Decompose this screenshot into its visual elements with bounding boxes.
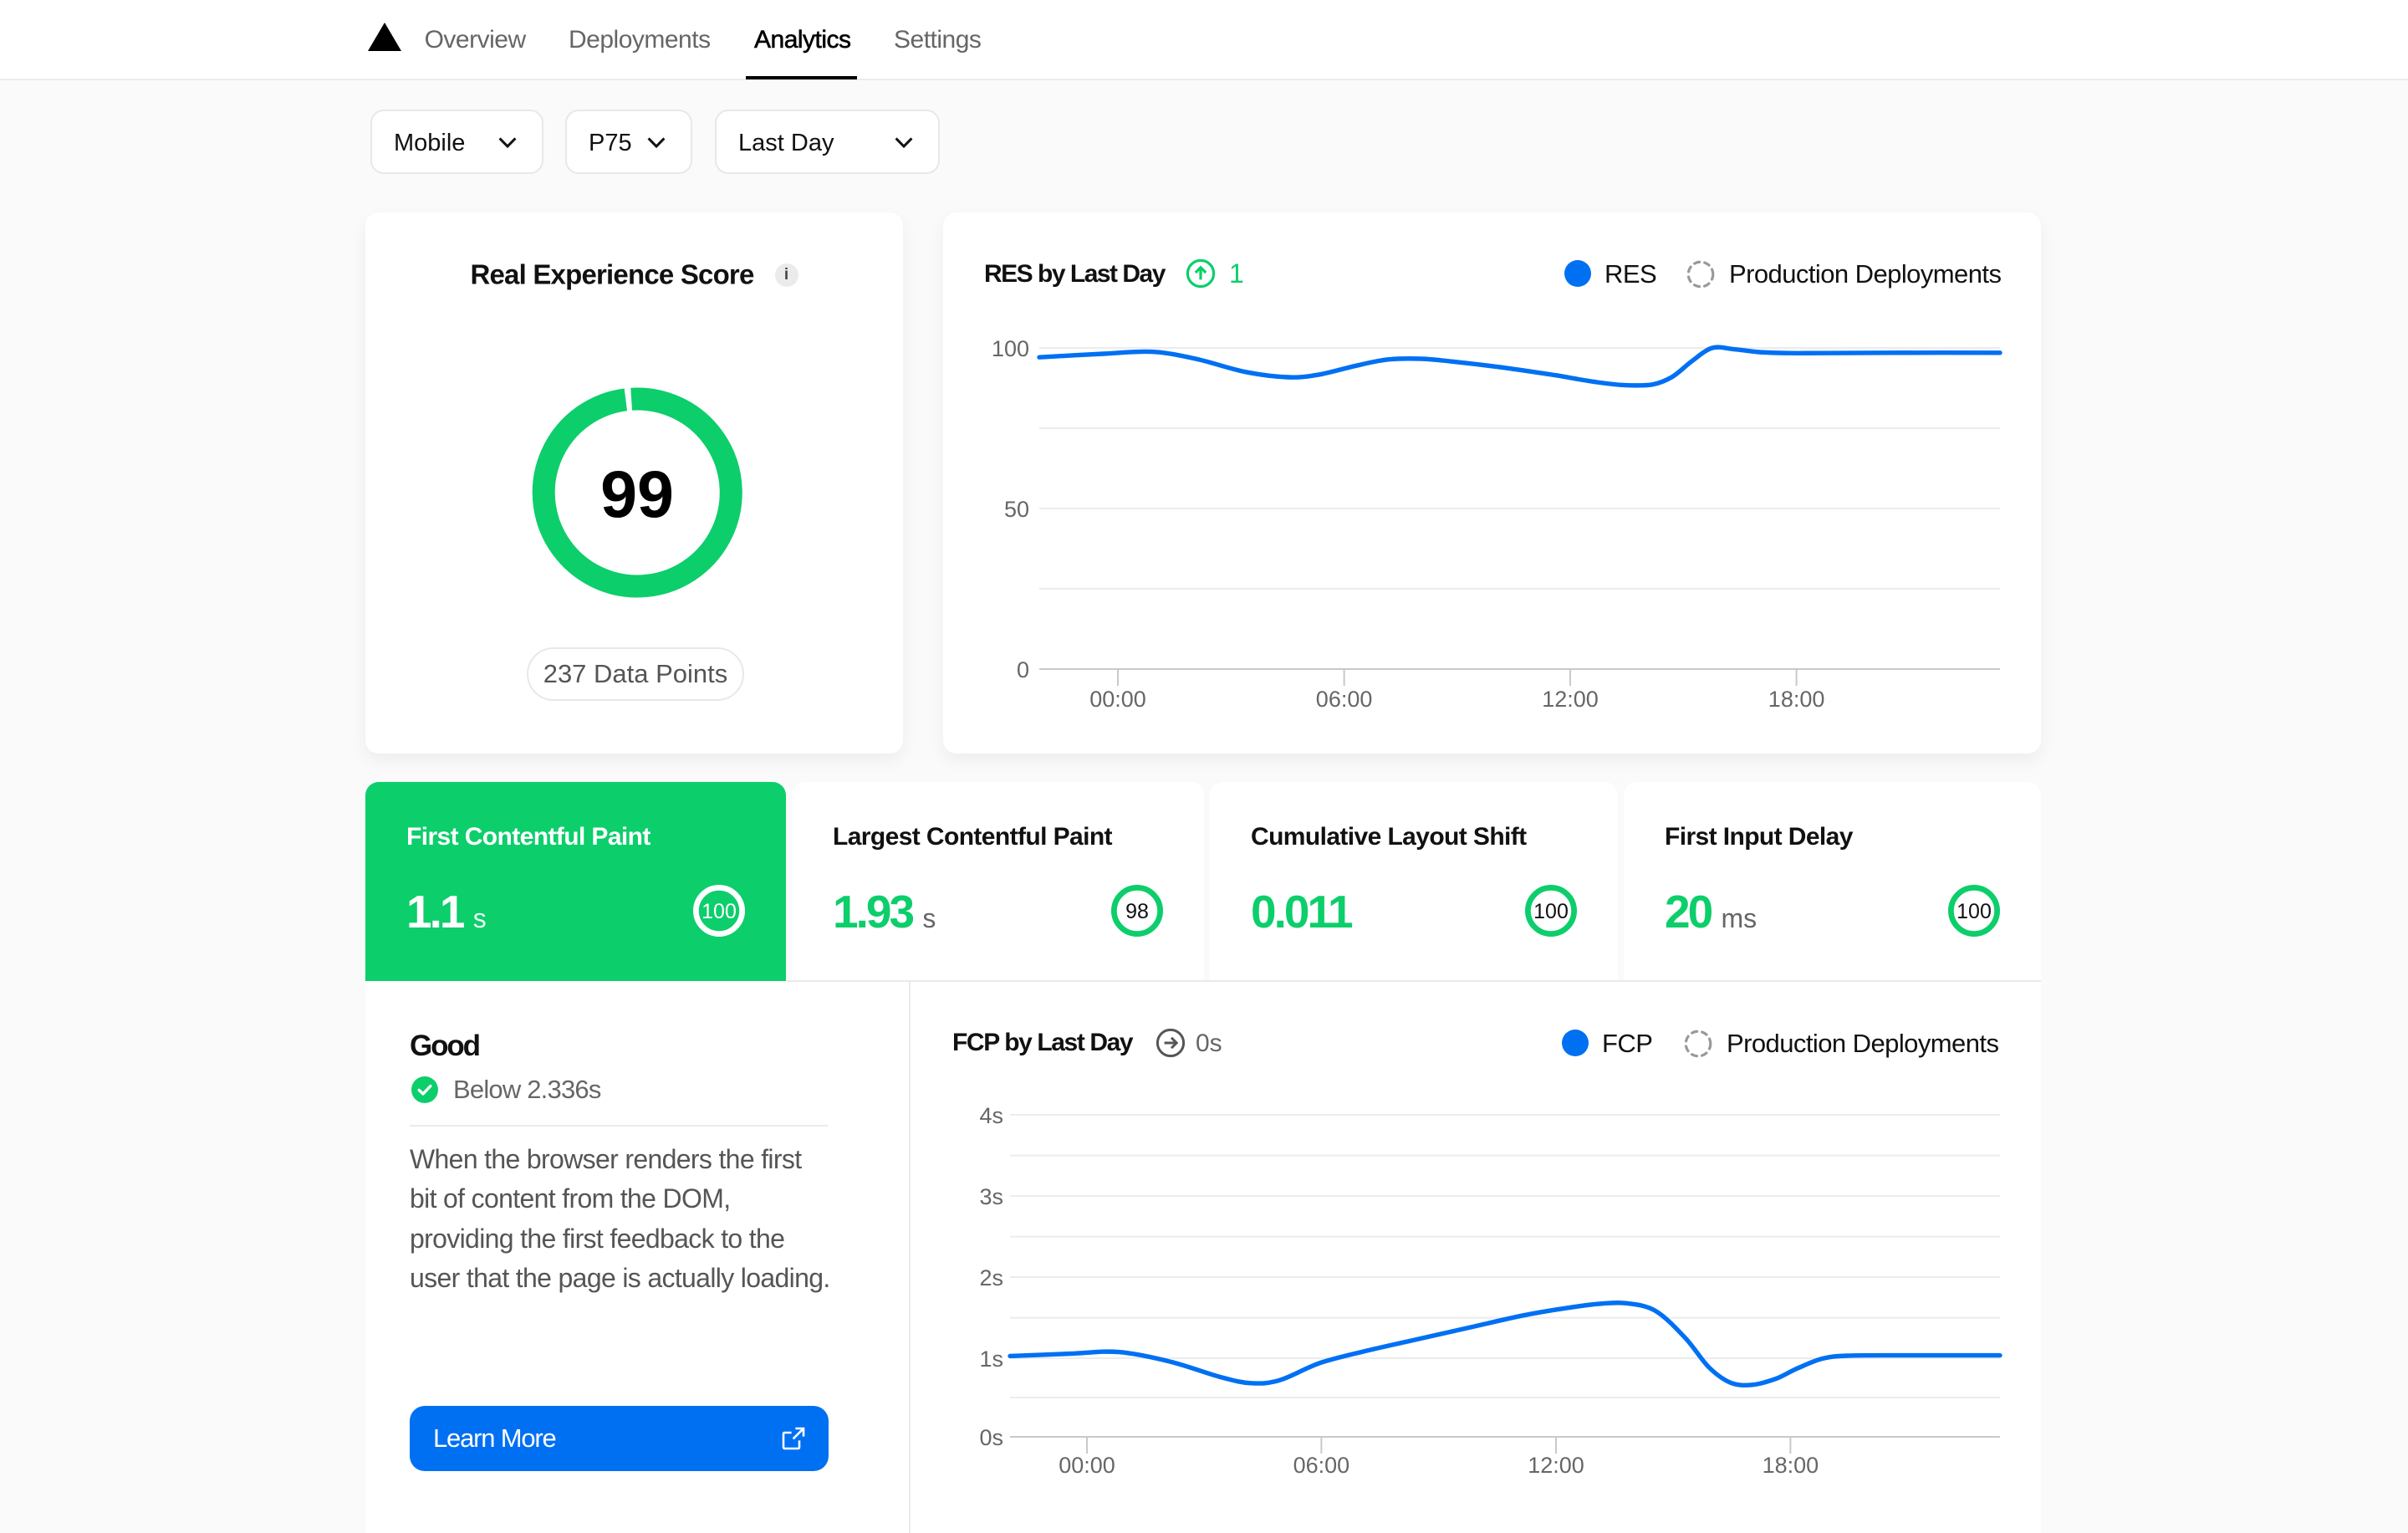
svg-text:98: 98 — [1125, 900, 1149, 923]
svg-text:100: 100 — [1956, 900, 1992, 923]
svg-text:0s: 0s — [1196, 1030, 1222, 1057]
svg-text:12:00: 12:00 — [1528, 1453, 1584, 1478]
svg-text:12:00: 12:00 — [1542, 687, 1599, 712]
svg-text:18:00: 18:00 — [1763, 1453, 1819, 1478]
svg-text:06:00: 06:00 — [1293, 1453, 1350, 1478]
svg-text:100: 100 — [992, 336, 1029, 361]
svg-text:00:00: 00:00 — [1059, 1453, 1115, 1478]
svg-text:2s: 2s — [979, 1265, 1003, 1290]
svg-text:100: 100 — [701, 900, 737, 923]
svg-text:00:00: 00:00 — [1089, 687, 1146, 712]
svg-text:1: 1 — [1229, 259, 1244, 289]
svg-text:06:00: 06:00 — [1316, 687, 1373, 712]
svg-text:0s: 0s — [979, 1425, 1003, 1450]
svg-text:4s: 4s — [979, 1103, 1003, 1128]
svg-text:0: 0 — [1017, 657, 1029, 682]
svg-text:18:00: 18:00 — [1768, 687, 1825, 712]
svg-text:1s: 1s — [979, 1346, 1003, 1372]
svg-text:50: 50 — [1004, 497, 1029, 522]
svg-text:3s: 3s — [979, 1184, 1003, 1209]
svg-text:99: 99 — [600, 457, 674, 531]
svg-text:100: 100 — [1533, 900, 1569, 923]
